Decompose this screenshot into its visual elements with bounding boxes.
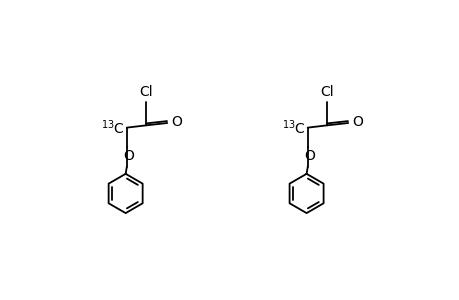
Text: O: O [171,115,182,129]
Text: $^{13}$C: $^{13}$C [101,118,125,137]
Text: O: O [351,115,362,129]
Text: Cl: Cl [140,85,153,99]
Text: O: O [123,149,134,163]
Text: O: O [303,149,314,163]
Text: $^{13}$C: $^{13}$C [282,118,306,137]
Text: Cl: Cl [320,85,334,99]
